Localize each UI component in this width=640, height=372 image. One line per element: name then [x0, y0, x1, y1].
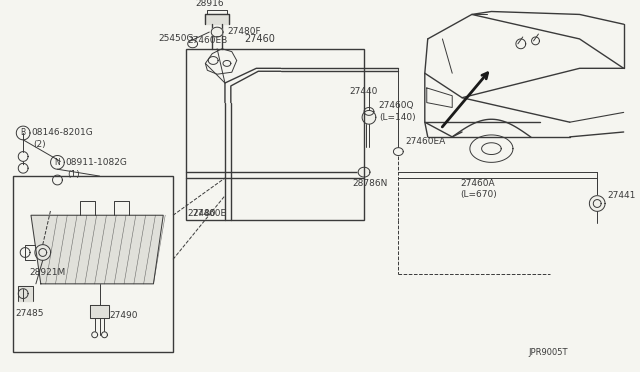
Text: 27460EB: 27460EB: [188, 36, 228, 45]
Polygon shape: [90, 305, 109, 318]
Text: 27480: 27480: [188, 209, 216, 218]
Text: (2): (2): [33, 140, 45, 149]
Text: (L=670): (L=670): [460, 190, 497, 199]
Polygon shape: [589, 196, 605, 211]
Text: (L=140): (L=140): [379, 113, 415, 122]
Text: 08146-8201G: 08146-8201G: [31, 128, 93, 138]
Text: 08911-1082G: 08911-1082G: [65, 158, 127, 167]
Text: 27441: 27441: [607, 191, 636, 200]
Polygon shape: [358, 167, 370, 177]
Text: 27460E: 27460E: [193, 209, 227, 218]
Polygon shape: [211, 27, 223, 37]
Polygon shape: [205, 15, 229, 24]
Polygon shape: [19, 286, 33, 301]
Text: 27485: 27485: [15, 309, 44, 318]
Text: N: N: [54, 158, 60, 167]
Text: 27440: 27440: [349, 87, 378, 96]
Text: 27460A: 27460A: [460, 179, 495, 188]
Text: (1): (1): [67, 170, 80, 179]
Text: B: B: [20, 128, 26, 138]
Polygon shape: [362, 110, 376, 124]
Polygon shape: [31, 215, 163, 284]
Text: 28916: 28916: [195, 0, 223, 8]
Text: 27490: 27490: [109, 311, 138, 320]
Text: JPR9005T: JPR9005T: [529, 348, 568, 357]
Text: 28921M: 28921M: [29, 267, 65, 276]
Bar: [13, 176, 173, 352]
Text: 27460: 27460: [244, 34, 275, 44]
Text: 27460EA: 27460EA: [405, 137, 445, 146]
Text: 27480F: 27480F: [227, 26, 260, 36]
Text: 28786N: 28786N: [352, 179, 388, 188]
Bar: [186, 49, 364, 220]
Text: 27460Q: 27460Q: [379, 101, 414, 110]
Text: 25450G: 25450G: [158, 35, 194, 44]
Polygon shape: [35, 245, 51, 260]
